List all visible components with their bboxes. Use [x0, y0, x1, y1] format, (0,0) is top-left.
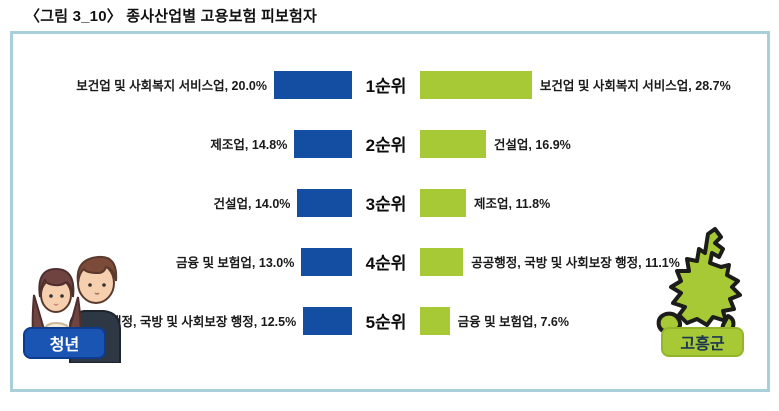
county-side: 공공행정, 국방 및 사회보장 행정, 11.1%	[420, 247, 767, 276]
rank-row-4: 금융 및 보험업, 13.0% 4순위 공공행정, 국방 및 사회보장 행정, …	[13, 232, 767, 291]
county-industry-label: 금융 및 보험업, 7.6%	[457, 315, 569, 329]
county-bar	[420, 306, 450, 335]
youth-side: 제조업, 14.8%	[13, 129, 352, 158]
county-bar	[420, 188, 466, 217]
youth-side: 금융 및 보험업, 13.0%	[13, 247, 352, 276]
county-industry-label: 보건업 및 사회복지 서비스업, 28.7%	[539, 79, 731, 93]
county-side: 건설업, 16.9%	[420, 129, 767, 158]
county-group-badge: 고흥군	[661, 327, 744, 357]
youth-bar	[294, 129, 352, 158]
youth-side: 건설업, 14.0%	[13, 188, 352, 217]
figure-title: 〈그림 3_10〉 종사산업별 고용보험 피보험자	[25, 8, 318, 25]
rank-row-1: 보건업 및 사회복지 서비스업, 20.0% 1순위 보건업 및 사회복지 서비…	[13, 55, 767, 114]
county-bar	[420, 247, 464, 276]
rank-row-3: 건설업, 14.0% 3순위 제조업, 11.8%	[13, 173, 767, 232]
ranked-bar-rows: 보건업 및 사회복지 서비스업, 20.0% 1순위 보건업 및 사회복지 서비…	[13, 55, 767, 350]
rank-label: 4순위	[365, 254, 407, 273]
youth-industry-label: 금융 및 보험업, 13.0%	[175, 256, 295, 270]
youth-group-badge: 청년	[23, 327, 106, 359]
youth-side: 공공행정, 국방 및 사회보장 행정, 12.5%	[13, 306, 352, 335]
rank-row-2: 제조업, 14.8% 2순위 건설업, 16.9%	[13, 114, 767, 173]
goheung-map	[656, 227, 742, 338]
county-industry-label: 공공행정, 국방 및 사회보장 행정, 11.1%	[471, 256, 680, 270]
county-side: 제조업, 11.8%	[420, 188, 767, 217]
rank-label: 2순위	[365, 136, 407, 155]
county-bar	[420, 129, 486, 158]
county-industry-label: 건설업, 16.9%	[493, 138, 571, 152]
youth-industry-label: 건설업, 14.0%	[213, 197, 291, 211]
county-industry-label: 제조업, 11.8%	[474, 197, 551, 211]
youth-industry-label: 공공행정, 국방 및 사회보장 행정, 12.5%	[86, 315, 297, 329]
county-side: 금융 및 보험업, 7.6%	[420, 306, 767, 335]
rank-label: 3순위	[365, 195, 407, 214]
youth-industry-label: 보건업 및 사회복지 서비스업, 20.0%	[76, 79, 267, 93]
rank-label: 5순위	[365, 313, 407, 332]
youth-industry-label: 제조업, 14.8%	[210, 138, 288, 152]
youth-bar	[297, 188, 352, 217]
county-bar	[420, 70, 532, 99]
youth-bar	[301, 247, 352, 276]
youth-bar	[303, 306, 352, 335]
chart-frame	[10, 31, 770, 392]
youth-bar	[274, 70, 352, 99]
youth-side: 보건업 및 사회복지 서비스업, 20.0%	[13, 70, 352, 99]
rank-label: 1순위	[365, 77, 407, 96]
county-side: 보건업 및 사회복지 서비스업, 28.7%	[420, 70, 767, 99]
rank-row-5: 공공행정, 국방 및 사회보장 행정, 12.5% 5순위 금융 및 보험업, …	[13, 291, 767, 350]
